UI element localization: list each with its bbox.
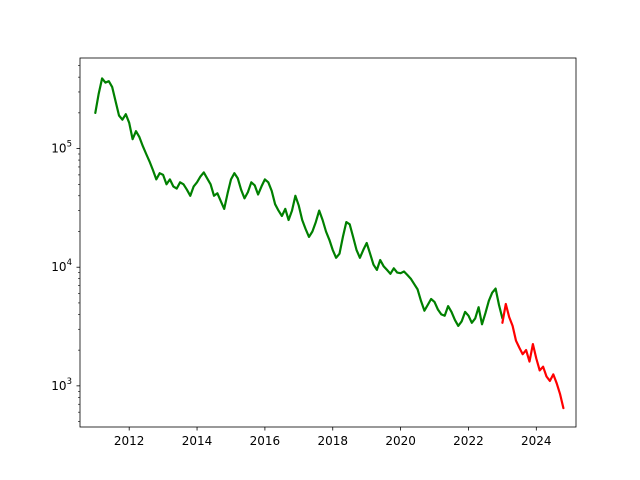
plot-frame: [79, 57, 577, 428]
y-tick-label-exponent: 5: [67, 140, 72, 150]
y-tick-label-base: 10: [51, 379, 66, 393]
series-line-2: [501, 302, 565, 410]
x-tick-label: 2022: [453, 434, 484, 448]
x-tick-label: 2014: [182, 434, 213, 448]
y-tick-label-exponent: 3: [67, 377, 72, 387]
y-tick-label-base: 10: [51, 260, 66, 274]
x-tick-label: 2016: [250, 434, 281, 448]
x-tick-label: 2024: [521, 434, 552, 448]
x-axis: 2012 2014 2016 2018 2020 2022 2024: [114, 427, 552, 448]
x-tick-label: 2020: [385, 434, 416, 448]
series-line-1: [94, 77, 504, 327]
series-lines: [94, 77, 565, 410]
x-tick-label: 2012: [114, 434, 145, 448]
x-tick-label: 2018: [317, 434, 348, 448]
y-tick-label-base: 10: [51, 142, 66, 156]
y-tick-label: 105: [51, 140, 72, 156]
y-tick-label-exponent: 4: [67, 258, 72, 268]
y-tick-label: 103: [51, 377, 72, 393]
y-tick-label: 104: [51, 258, 72, 274]
